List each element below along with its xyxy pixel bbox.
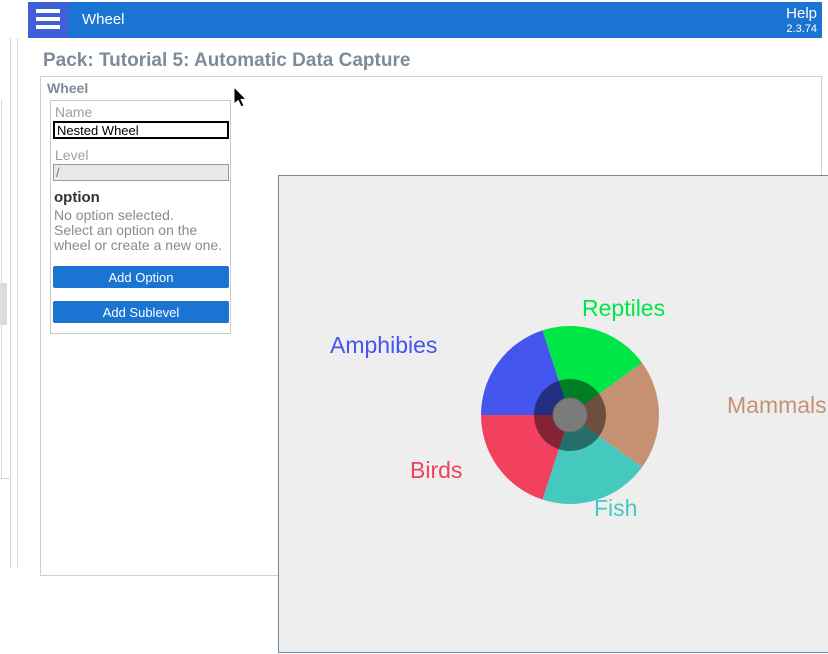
version-label: 2.3.74 (786, 23, 817, 35)
name-label: Name (55, 104, 93, 120)
menu-button[interactable] (28, 2, 68, 38)
gutter-line-2 (17, 38, 18, 568)
wheel-properties-form: Name Level option No option selected. Se… (50, 100, 231, 334)
option-info-line: wheel or create a new one. (54, 237, 223, 253)
hamburger-icon (36, 9, 60, 13)
add-option-button[interactable]: Add Option (53, 266, 229, 288)
gutter-line-1 (10, 38, 11, 568)
option-heading: option (54, 189, 100, 206)
level-label: Level (55, 147, 89, 163)
app-header: Wheel Help 2.3.74 (28, 2, 822, 38)
wheel-chart: Reptiles Amphibies Mammals Birds Fish (330, 295, 827, 521)
header-title: Wheel (82, 11, 125, 28)
scrollbar-thumb[interactable] (0, 283, 7, 325)
wheel-label-birds: Birds (410, 457, 462, 483)
wheel-label-mammals: Mammals (727, 392, 827, 418)
section-title: Wheel (47, 80, 89, 96)
wheel-segment-amphibies[interactable] (481, 330, 570, 415)
wheel-segment-birds[interactable] (481, 415, 570, 500)
help-link[interactable]: Help (786, 5, 817, 22)
wheel-section-panel: Wheel Name Level option No option select… (40, 76, 828, 653)
add-sublevel-button[interactable]: Add Sublevel (53, 301, 229, 323)
wheel-label-fish: Fish (594, 495, 637, 521)
wheel-canvas[interactable]: Reptiles Amphibies Mammals Birds Fish (278, 175, 828, 653)
window-edge-line-bottom (0, 478, 10, 479)
wheel-segment-fish[interactable] (542, 415, 643, 504)
name-input[interactable] (53, 121, 229, 139)
option-info-line: No option selected. (54, 207, 174, 223)
wheel-label-amphibies: Amphibies (330, 332, 437, 358)
wheel-segment-reptiles[interactable] (542, 326, 643, 415)
wheel-hub[interactable] (552, 397, 588, 433)
page-title: Pack: Tutorial 5: Automatic Data Capture (43, 50, 411, 71)
level-input (53, 164, 229, 181)
option-info-line: Select an option on the (54, 222, 198, 238)
wheel-segment-mammals[interactable] (570, 362, 659, 468)
wheel-label-reptiles: Reptiles (582, 295, 665, 321)
